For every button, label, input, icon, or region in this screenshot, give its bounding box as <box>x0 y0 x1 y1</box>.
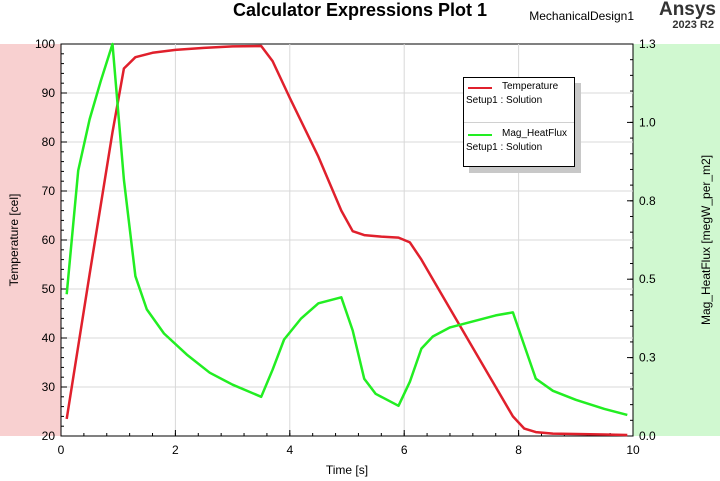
series-lines <box>65 42 628 437</box>
series-line-temperature <box>65 44 628 437</box>
y-left-tick-label: 30 <box>42 380 56 394</box>
y-right-tick-label: 0.5 <box>639 272 656 286</box>
y-right-axis-label: Mag_HeatFlux [megW_per_m2] <box>699 155 713 325</box>
x-tick-label: 2 <box>172 443 179 457</box>
x-tick-label: 8 <box>515 443 522 457</box>
x-axis-label: Time [s] <box>326 463 368 477</box>
axis-ticks: 0 2 4 6 8 10 20 30 40 50 60 70 80 90 100 0.0 0.3 0.5 0.8 1.… <box>35 37 656 457</box>
y-left-tick-label: 70 <box>42 184 56 198</box>
version-label: 2023 R2 <box>672 19 714 31</box>
legend-swatch-temperature <box>468 87 492 89</box>
legend-divider <box>464 122 574 123</box>
legend[interactable]: Temperature Setup1 : Solution Mag_HeatFl… <box>463 77 575 167</box>
chart-title: Calculator Expressions Plot 1 <box>232 0 488 20</box>
design-name: MechanicalDesign1 <box>529 9 634 23</box>
legend-label-heatflux: Mag_HeatFlux <box>502 128 568 139</box>
y-right-tick-label: 0.3 <box>639 351 656 365</box>
x-tick-label: 10 <box>626 443 640 457</box>
y-left-tick-label: 60 <box>42 233 56 247</box>
y-left-tick-label: 100 <box>35 37 55 51</box>
y-left-tick-label: 90 <box>42 86 56 100</box>
y-right-tick-label: 1.0 <box>639 115 656 129</box>
left-axis-band <box>0 44 61 436</box>
y-left-tick-label: 50 <box>42 282 56 296</box>
y-right-tick-label: 0.0 <box>639 429 656 443</box>
x-tick-label: 0 <box>58 443 65 457</box>
y-right-tick-label: 0.8 <box>639 194 656 208</box>
legend-label-temperature: Temperature <box>502 81 559 92</box>
y-left-tick-label: 80 <box>42 135 56 149</box>
y-left-axis-label: Temperature [cel] <box>7 194 21 287</box>
ansys-logo: Ansys <box>658 0 716 20</box>
legend-source-heatflux: Setup1 : Solution <box>466 142 543 153</box>
legend-swatch-heatflux <box>468 134 492 136</box>
x-tick-label: 6 <box>401 443 408 457</box>
y-left-tick-label: 20 <box>42 429 56 443</box>
y-left-tick-label: 40 <box>42 331 56 345</box>
y-right-tick-label: 1.3 <box>639 37 656 51</box>
legend-source-temperature: Setup1 : Solution <box>466 95 543 106</box>
series-line-mag-heatflux <box>65 42 628 417</box>
right-axis-band <box>633 44 720 436</box>
x-tick-label: 4 <box>286 443 293 457</box>
